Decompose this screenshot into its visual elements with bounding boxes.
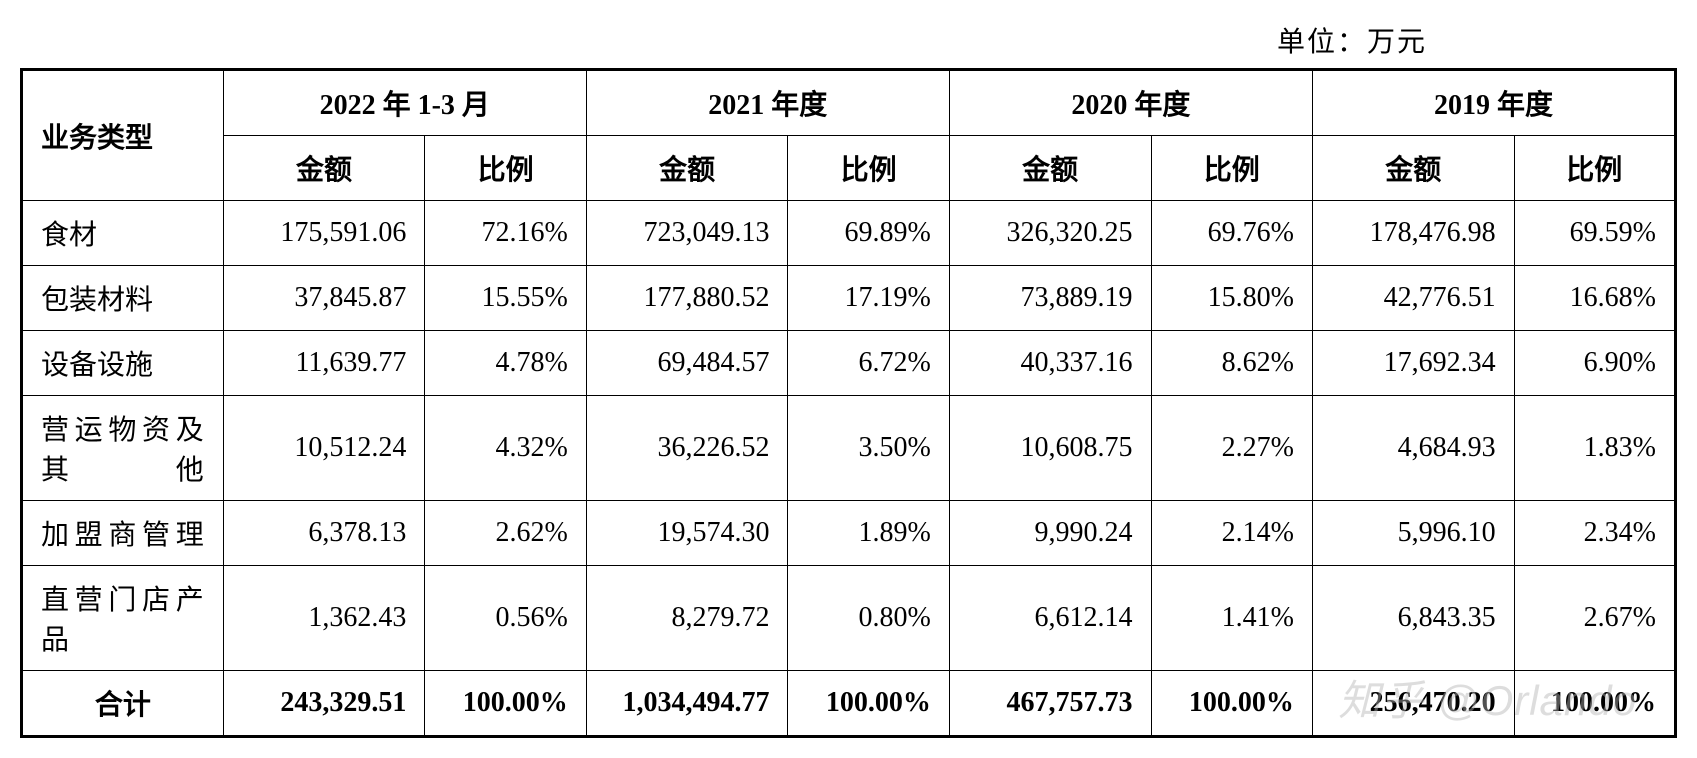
period-header-1: 2021 年度 [586,70,949,136]
period-header-3: 2019 年度 [1312,70,1675,136]
header-row-2: 金额 比例 金额 比例 金额 比例 金额 比例 [22,136,1676,201]
cell-amount: 19,574.30 [586,501,788,566]
table-row: 直营门店产品 1,362.43 0.56% 8,279.72 0.80% 6,6… [22,566,1676,671]
period-header-2: 2020 年度 [949,70,1312,136]
unit-label: 单位：万元 [20,20,1677,60]
cell-amount: 723,049.13 [586,201,788,266]
cell-ratio: 3.50% [788,396,949,501]
cell-amount: 36,226.52 [586,396,788,501]
cell-ratio: 15.55% [425,266,586,331]
cell-amount: 17,692.34 [1312,331,1514,396]
total-amount: 256,470.20 [1312,671,1514,737]
cell-amount: 8,279.72 [586,566,788,671]
cell-amount: 326,320.25 [949,201,1151,266]
cell-amount: 10,608.75 [949,396,1151,501]
table-row: 食材 175,591.06 72.16% 723,049.13 69.89% 3… [22,201,1676,266]
cell-ratio: 6.72% [788,331,949,396]
cell-amount: 9,990.24 [949,501,1151,566]
cell-amount: 177,880.52 [586,266,788,331]
cell-amount: 69,484.57 [586,331,788,396]
row-header-label: 业务类型 [22,70,224,201]
cell-amount: 5,996.10 [1312,501,1514,566]
table-body: 食材 175,591.06 72.16% 723,049.13 69.89% 3… [22,201,1676,737]
cell-ratio: 69.76% [1151,201,1312,266]
cell-amount: 4,684.93 [1312,396,1514,501]
subheader-1-amount: 金额 [586,136,788,201]
cell-amount: 175,591.06 [223,201,425,266]
cell-ratio: 1.41% [1151,566,1312,671]
cell-amount: 6,843.35 [1312,566,1514,671]
subheader-2-ratio: 比例 [1151,136,1312,201]
cell-amount: 40,337.16 [949,331,1151,396]
subheader-0-amount: 金额 [223,136,425,201]
total-ratio: 100.00% [425,671,586,737]
total-row: 合计 243,329.51 100.00% 1,034,494.77 100.0… [22,671,1676,737]
cell-amount: 37,845.87 [223,266,425,331]
table-row: 加盟商管理 6,378.13 2.62% 19,574.30 1.89% 9,9… [22,501,1676,566]
total-ratio: 100.00% [788,671,949,737]
cell-ratio: 1.89% [788,501,949,566]
row-label: 食材 [22,201,224,266]
subheader-0-ratio: 比例 [425,136,586,201]
total-label: 合计 [22,671,224,737]
cell-amount: 10,512.24 [223,396,425,501]
row-label: 直营门店产品 [22,566,224,671]
subheader-1-ratio: 比例 [788,136,949,201]
cell-ratio: 69.59% [1514,201,1675,266]
cell-ratio: 2.27% [1151,396,1312,501]
subheader-3-ratio: 比例 [1514,136,1675,201]
cell-amount: 6,612.14 [949,566,1151,671]
cell-amount: 11,639.77 [223,331,425,396]
row-label: 设备设施 [22,331,224,396]
cell-ratio: 6.90% [1514,331,1675,396]
subheader-3-amount: 金额 [1312,136,1514,201]
row-label: 营运物资及其他 [22,396,224,501]
cell-amount: 1,362.43 [223,566,425,671]
header-row-1: 业务类型 2022 年 1-3 月 2021 年度 2020 年度 2019 年… [22,70,1676,136]
table-row: 营运物资及其他 10,512.24 4.32% 36,226.52 3.50% … [22,396,1676,501]
table-row: 设备设施 11,639.77 4.78% 69,484.57 6.72% 40,… [22,331,1676,396]
total-ratio: 100.00% [1151,671,1312,737]
financial-table: 业务类型 2022 年 1-3 月 2021 年度 2020 年度 2019 年… [20,68,1677,738]
cell-ratio: 16.68% [1514,266,1675,331]
period-header-0: 2022 年 1-3 月 [223,70,586,136]
cell-amount: 42,776.51 [1312,266,1514,331]
cell-amount: 6,378.13 [223,501,425,566]
table-row: 包装材料 37,845.87 15.55% 177,880.52 17.19% … [22,266,1676,331]
total-amount: 1,034,494.77 [586,671,788,737]
cell-ratio: 0.56% [425,566,586,671]
cell-ratio: 4.78% [425,331,586,396]
cell-ratio: 8.62% [1151,331,1312,396]
cell-ratio: 2.67% [1514,566,1675,671]
cell-ratio: 15.80% [1151,266,1312,331]
cell-ratio: 4.32% [425,396,586,501]
cell-ratio: 17.19% [788,266,949,331]
cell-ratio: 2.34% [1514,501,1675,566]
cell-amount: 178,476.98 [1312,201,1514,266]
row-label: 包装材料 [22,266,224,331]
total-amount: 243,329.51 [223,671,425,737]
total-amount: 467,757.73 [949,671,1151,737]
total-ratio: 100.00% [1514,671,1675,737]
cell-amount: 73,889.19 [949,266,1151,331]
cell-ratio: 69.89% [788,201,949,266]
cell-ratio: 2.62% [425,501,586,566]
cell-ratio: 1.83% [1514,396,1675,501]
cell-ratio: 0.80% [788,566,949,671]
subheader-2-amount: 金额 [949,136,1151,201]
cell-ratio: 2.14% [1151,501,1312,566]
row-label: 加盟商管理 [22,501,224,566]
cell-ratio: 72.16% [425,201,586,266]
